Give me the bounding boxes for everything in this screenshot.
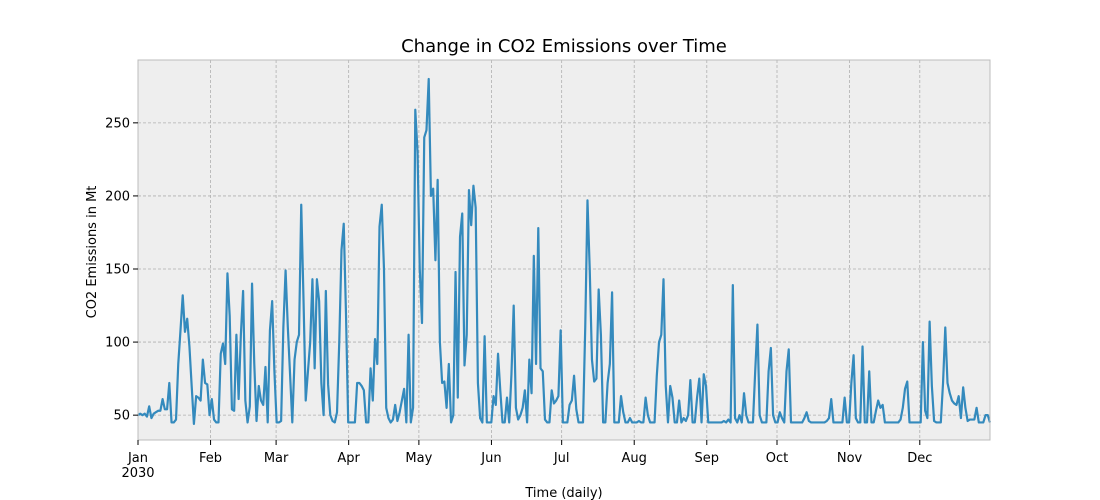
x-tick-label: May	[405, 451, 432, 466]
y-tick-label: 50	[113, 409, 130, 424]
x-tick-label: Jan	[127, 451, 148, 466]
x-tick-label: Dec	[907, 451, 932, 466]
x-tick-year-label: 2030	[121, 466, 154, 481]
axis-ticks	[133, 122, 921, 445]
x-axis-label: Time (daily)	[524, 486, 602, 500]
y-axis-label: CO2 Emissions in Mt	[85, 186, 100, 319]
x-tick-label: Jun	[480, 451, 501, 466]
x-tick-label: Apr	[337, 451, 360, 466]
x-tick-label: Feb	[199, 451, 222, 466]
x-tick-label: Oct	[766, 451, 788, 466]
chart-title: Change in CO2 Emissions over Time	[401, 36, 727, 57]
y-tick-label: 100	[105, 336, 130, 351]
y-tick-label: 250	[105, 116, 130, 131]
y-tick-label: 150	[105, 263, 130, 278]
plot-frame	[137, 59, 991, 441]
plot-area-background	[138, 60, 990, 440]
x-tick-label: Sep	[695, 451, 720, 466]
series-line	[137, 77, 992, 426]
x-tick-label: Nov	[837, 451, 863, 466]
x-tick-label: Jul	[553, 451, 570, 466]
x-tick-label: Aug	[622, 451, 647, 466]
x-tick-label: Mar	[264, 451, 289, 466]
y-tick-label: 200	[105, 189, 130, 204]
